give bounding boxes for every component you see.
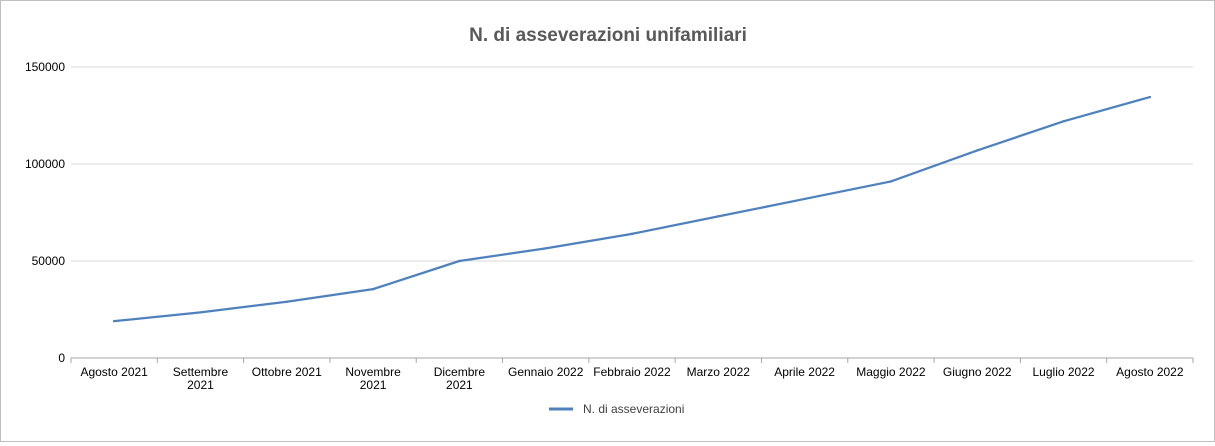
x-tick-label: Agosto 2021: [80, 365, 148, 379]
x-tick-label: Marzo 2022: [687, 365, 751, 379]
data-point: [976, 149, 979, 152]
data-point: [717, 215, 720, 218]
legend-label: N. di asseverazioni: [583, 402, 684, 416]
data-point: [285, 300, 288, 303]
data-point: [371, 287, 375, 291]
grid-lines: [71, 66, 1193, 262]
y-tick-label: 0: [58, 351, 65, 365]
x-tick-label: Giugno 2022: [943, 365, 1012, 379]
x-tick-label: Febbraio 2022: [593, 365, 671, 379]
legend: N. di asseverazioni: [549, 402, 684, 416]
y-tick-label: 50000: [32, 254, 66, 268]
data-point: [112, 319, 116, 323]
y-tick-label: 100000: [25, 157, 65, 171]
x-tick-label: Ottobre 2021: [252, 365, 322, 379]
chart-title: N. di asseverazioni unifamiliari: [469, 25, 747, 46]
x-tick-label: Novembre 2021: [345, 365, 401, 392]
x-tick-label: Aprile 2022: [774, 365, 835, 379]
data-point: [889, 180, 893, 183]
data-point: [199, 311, 202, 314]
data-point: [803, 197, 806, 201]
data-point: [1062, 120, 1065, 123]
data-point: [1148, 95, 1152, 99]
x-tick-label: Agosto 2022: [1116, 365, 1184, 379]
x-tick-label: Gennaio 2022: [508, 365, 584, 379]
x-tick-label: Luglio 2022: [1033, 365, 1095, 379]
series-layer: [112, 95, 1152, 323]
data-point: [544, 247, 547, 250]
y-tick-label: 150000: [25, 60, 65, 74]
x-tick-label: Dicembre 2021: [434, 365, 486, 392]
x-tick-label: Maggio 2022: [856, 365, 926, 379]
x-tick-label: Settembre 2021: [173, 365, 229, 392]
axes: 0 50000 100000 150000 Agosto 2021 Settembre 20…: [25, 60, 1194, 392]
data-point: [458, 259, 461, 263]
data-point: [630, 232, 634, 236]
series-line: [113, 95, 1151, 323]
